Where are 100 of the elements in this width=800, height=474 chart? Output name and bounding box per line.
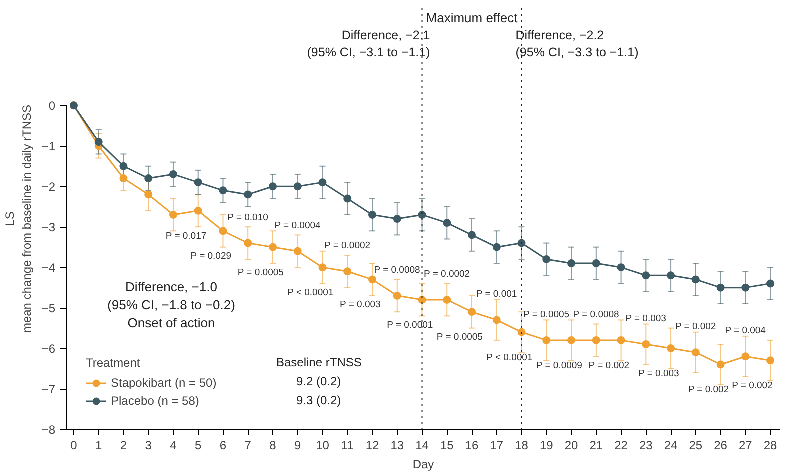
point [219,227,228,236]
point [492,316,501,324]
annotation: P = 0.0009 [536,360,582,372]
x-tick-label: 3 [145,438,152,452]
x-tick-label: 28 [764,438,778,452]
point [642,340,650,348]
point [144,174,153,183]
point [169,210,178,219]
point [742,352,750,361]
point [244,239,252,248]
annotation: P = 0.002 [588,360,630,372]
x-tick-label: 25 [689,438,703,452]
x-tick-label: 19 [540,438,554,452]
annotation: P = 0.0001 [387,320,434,331]
x-tick-label: 5 [195,438,202,452]
point [318,178,327,187]
ref-line-label: Difference, −2.2 (95% CI, −3.3 to −1.1) [516,28,639,60]
point [318,264,327,272]
point [716,284,725,292]
point [393,215,402,223]
y-axis-title: LS mean change from baseline in daily rTNSS [3,104,34,334]
annotation: P = 0.001 [476,289,518,300]
annotation: P = 0.010 [228,212,268,224]
point [393,292,402,300]
annotation: P = 0.002 [732,380,773,392]
point [692,276,700,284]
y-tick-label: −3 [42,220,56,235]
point [120,174,128,183]
point [518,239,526,248]
annotation: P = 0.002 [688,384,730,396]
y-tick-label: −1 [42,140,56,154]
point [194,206,202,215]
x-tick-label: 23 [639,438,654,452]
point [219,186,228,195]
point [742,284,750,292]
point [766,356,775,365]
point [294,182,302,191]
point [368,210,376,219]
x-tick-label: 13 [390,438,404,452]
annotation: Difference, −1.0 (95% CI, −1.8 to −0.2) Onset of action [108,280,236,330]
legend-label: Placebo (n = 58) [111,393,200,409]
point [592,260,600,268]
x-tick-label: 27 [738,438,753,452]
x-tick-label: 22 [614,438,628,452]
x-tick-label: 11 [341,438,354,452]
annotation: P = 0.003 [638,368,680,380]
x-tick-label: 0 [70,438,78,452]
y-tick-label: −8 [42,423,56,437]
annotation: P = 0.0002 [324,240,371,252]
x-tick-label: 12 [366,438,380,452]
ref-line-label: Difference, −2.1 (95% CI, −3.1 to −1.1) [307,28,430,60]
point [766,280,775,288]
point [542,255,551,264]
x-tick-label: 18 [515,438,529,452]
point [169,170,178,178]
point [716,360,725,369]
x-tick-label: 9 [294,438,302,452]
y-tick-label: −4 [42,261,56,276]
point [94,138,103,146]
y-tick-label: −7 [42,382,56,397]
x-tick-label: 1 [96,438,103,452]
y-tick-label: −2 [42,180,56,194]
x-tick-label: 2 [120,438,128,452]
point [642,272,650,280]
y-tick-label: −6 [42,342,56,356]
y-tick-label: 0 [48,99,56,114]
x-axis-title: Day [412,458,434,472]
annotation: P = 0.0005 [524,309,570,320]
point [268,243,277,252]
x-tick-label: 10 [316,438,330,452]
point [692,348,700,357]
point [268,182,277,191]
x-tick-label: 20 [564,438,579,452]
x-tick-label: 6 [220,438,227,452]
point [592,336,600,344]
annotation: P = 0.0008 [374,264,420,276]
point [443,296,452,304]
point [120,162,128,170]
point [542,336,551,344]
point [468,308,476,316]
point [492,243,501,252]
annotation: Baseline rTNSS [276,356,362,370]
annotation: P = 0.029 [190,251,232,262]
x-tick-label: 7 [244,438,252,452]
annotation: P = 0.003 [340,300,381,311]
annotation: P = 0.0005 [436,332,483,344]
y-tick-label: −5 [42,302,56,316]
point [344,194,352,203]
x-tick-label: 26 [714,438,728,452]
annotation: 9.2 (0.2) [296,374,342,388]
point [518,328,526,336]
x-tick-label: 15 [440,438,454,452]
annotation: P = 0.0008 [573,309,620,320]
point [194,178,202,187]
point [443,219,452,228]
annotation: P = 0.002 [675,322,716,333]
annotation: P = 0.0004 [274,220,321,232]
x-tick-label: 21 [590,438,604,452]
point [568,260,576,268]
annotation: P = 0.004 [725,326,766,337]
